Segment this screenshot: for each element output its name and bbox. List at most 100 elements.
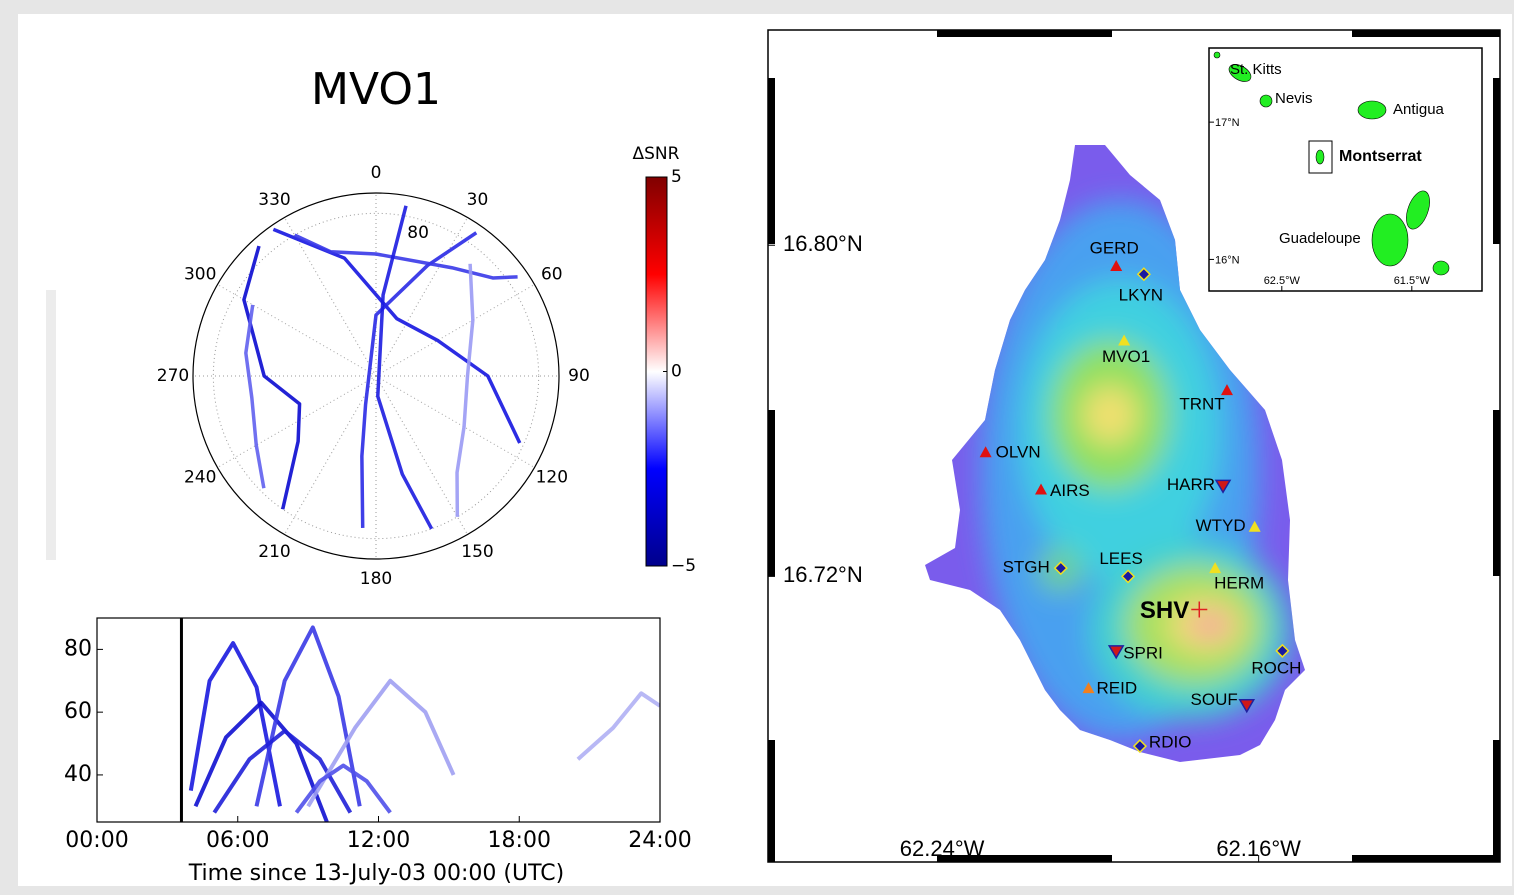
station [1214,479,1232,494]
station [979,446,992,458]
r-grid [212,212,540,540]
theta-tick-label: 0 [371,163,382,183]
spoke [375,217,468,377]
theta-tick-label: 90 [568,366,590,386]
theta-tick-label: 210 [258,542,290,562]
x-tick-label: 62.24°W [900,836,985,861]
x-tick-label: 06:00 [206,828,269,853]
spoke [375,284,535,377]
track [376,205,434,530]
theta-tick-label: 300 [184,265,216,285]
track [293,233,518,280]
x-tick-label: 18:00 [488,828,551,853]
inset-label: Montserrat [1339,148,1422,165]
station-label: AIRS [1050,481,1090,500]
theta-tick-label: 330 [258,190,290,210]
track [188,641,282,807]
spoke [284,217,377,377]
vent [1191,601,1208,618]
station-label: REID [1096,679,1137,698]
theta-tick-label: 150 [461,542,493,562]
x-tick-label: 62.16°W [1216,836,1301,861]
station [1209,562,1222,574]
station [1121,569,1136,584]
station [1220,384,1233,396]
inset-label: Guadeloupe [1279,230,1361,247]
station-label: STGH [1003,558,1050,577]
track [455,263,475,517]
theta-tick-label: 180 [360,569,392,589]
station [1053,561,1068,576]
inset-y-tick-label: 16°N [1215,254,1240,266]
station-label: OLVN [996,443,1041,462]
station [1118,334,1131,346]
inset-label: Antigua [1393,101,1445,118]
station [1082,682,1095,694]
station-label: SPRI [1123,643,1163,662]
spoke [217,375,377,468]
track [254,625,362,807]
track [244,304,266,489]
x-axis-label: Time since 13-July-03 00:00 (UTC) [188,861,564,886]
track [360,231,478,528]
station-label: LEES [1099,549,1142,568]
theta-tick-label: 120 [536,468,568,488]
colorbar-tick-label: 5 [671,167,682,187]
spoke [375,375,535,468]
station [1110,259,1123,271]
station [1248,520,1261,532]
theta-tick-label: 30 [467,190,489,210]
series-group [188,625,660,822]
track [576,691,660,761]
vent-label: SHV [1140,597,1189,624]
station-label: TRNT [1179,395,1224,414]
station-label: GERD [1090,238,1139,257]
track [212,728,353,814]
station-label: MVO1 [1102,347,1150,366]
station-label: RDIO [1149,733,1192,752]
track [242,245,302,510]
inset-x-tick-label: 61.5°W [1394,275,1431,287]
spoke [375,375,468,535]
station-label: HARR [1167,475,1215,494]
colorbar-tick-label: 0 [671,362,682,382]
y-tick-label: 60 [64,699,92,724]
track [306,678,456,808]
station [1275,643,1290,658]
inset-map: St. Kitts Nevis Antigua Montserrat Guade… [1208,47,1483,292]
y-tick-label: 16.80°N [783,231,863,256]
station-label: WTYD [1196,516,1246,535]
track [193,700,329,822]
r-tick-label: 80 [407,223,429,243]
track [294,763,392,814]
y-tick-label: 80 [64,636,92,661]
theta-tick-label: 240 [184,468,216,488]
theta-tick-label: 60 [541,265,563,285]
x-tick-label: 12:00 [347,828,410,853]
x-tick-label: 00:00 [65,828,128,853]
shadow [46,290,56,560]
station [1132,739,1147,754]
station-label: LKYN [1119,286,1163,305]
station-label: SOUF [1191,690,1238,709]
colorbar-tick-label: −5 [671,556,696,576]
theta-tick-label: 270 [157,366,189,386]
chart-title: MVO1 [311,64,441,115]
spoke [284,375,377,535]
colorbar-label: ΔSNR [633,144,680,164]
station [1136,267,1151,282]
station-label: HERM [1214,574,1264,593]
inset-label: Nevis [1275,90,1313,107]
y-tick-label: 40 [64,762,92,787]
y-tick-label: 16.72°N [783,562,863,587]
x-tick-label: 24:00 [628,828,691,853]
frame-bars [768,30,1500,862]
station-label: ROCH [1251,658,1301,677]
station [1107,645,1125,660]
station [1238,698,1256,714]
station [1035,483,1048,495]
inset-x-tick-label: 62.5°W [1264,275,1301,287]
inset-y-tick-label: 17°N [1215,117,1240,129]
inset-label: St. Kitts [1230,61,1282,78]
